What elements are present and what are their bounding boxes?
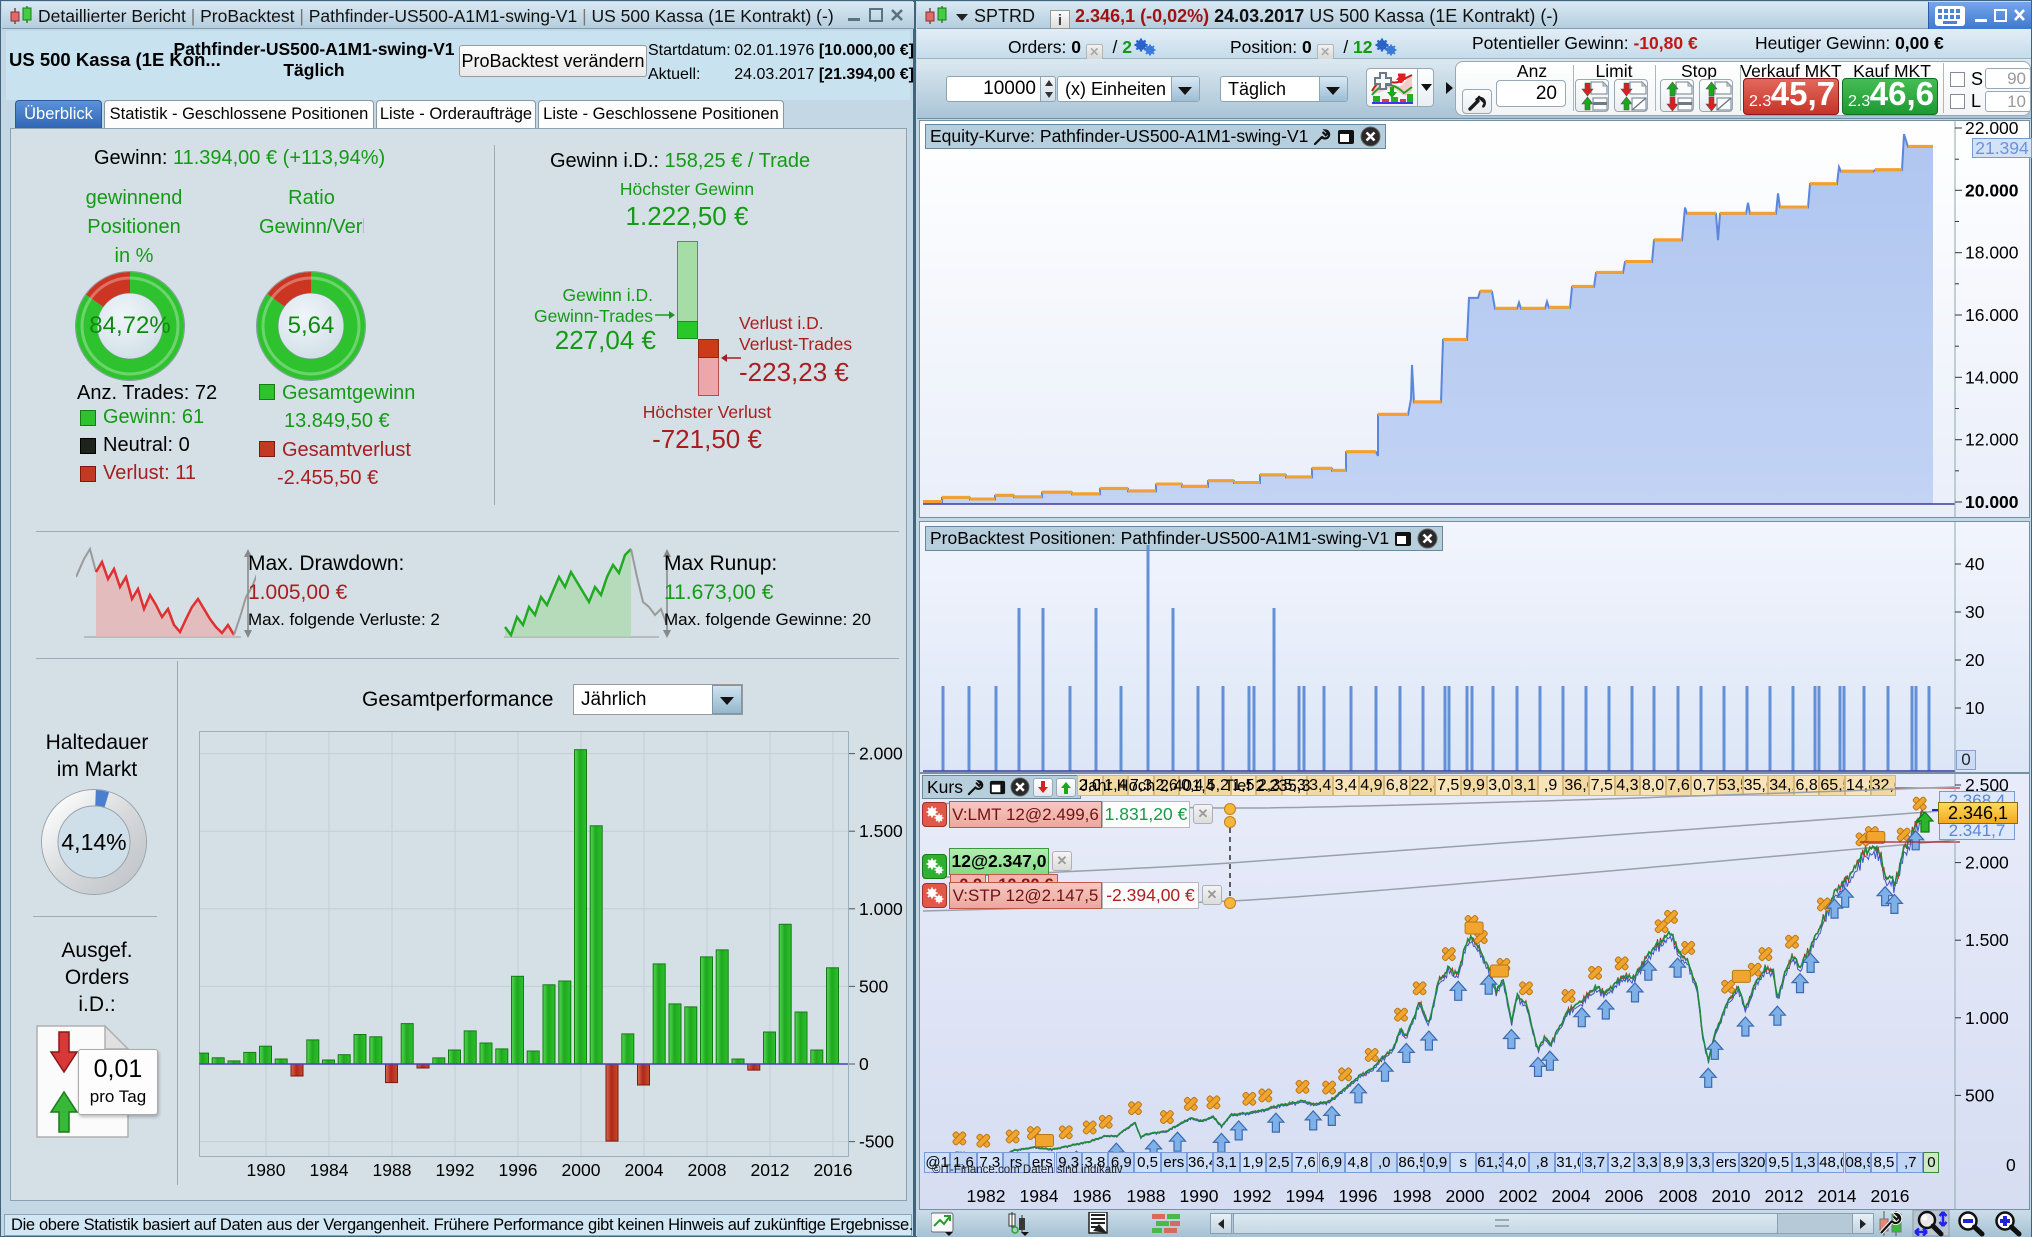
- svg-text:2.000: 2.000: [859, 744, 903, 764]
- svg-text:20.000: 20.000: [1965, 180, 2019, 200]
- svg-text:18.000: 18.000: [1965, 243, 2019, 263]
- svg-text:500: 500: [1965, 1085, 1994, 1105]
- svg-text:40: 40: [1965, 554, 1985, 574]
- svg-text:1984: 1984: [310, 1160, 349, 1180]
- svg-text:2012: 2012: [751, 1160, 790, 1180]
- svg-text:1.000: 1.000: [859, 899, 903, 919]
- svg-text:0: 0: [859, 1054, 869, 1074]
- svg-text:20: 20: [1965, 650, 1985, 670]
- svg-text:2008: 2008: [688, 1160, 727, 1180]
- svg-text:500: 500: [859, 976, 888, 996]
- svg-text:10: 10: [1965, 698, 1985, 718]
- svg-text:22.000: 22.000: [1965, 121, 2019, 138]
- svg-text:2016: 2016: [814, 1160, 853, 1180]
- svg-text:2.500: 2.500: [1965, 775, 2009, 795]
- svg-text:12.000: 12.000: [1965, 430, 2019, 450]
- svg-text:1988: 1988: [373, 1160, 412, 1180]
- svg-text:1996: 1996: [499, 1160, 538, 1180]
- svg-text:2000: 2000: [562, 1160, 601, 1180]
- svg-text:10.000: 10.000: [1965, 492, 2019, 512]
- svg-text:16.000: 16.000: [1965, 305, 2019, 325]
- svg-text:1.500: 1.500: [859, 821, 903, 841]
- svg-text:1.000: 1.000: [1965, 1008, 2009, 1028]
- svg-text:-500: -500: [859, 1132, 894, 1152]
- svg-text:2.000: 2.000: [1965, 853, 2009, 873]
- svg-text:2004: 2004: [625, 1160, 664, 1180]
- svg-text:14.000: 14.000: [1965, 367, 2019, 387]
- svg-text:30: 30: [1965, 602, 1985, 622]
- svg-text:1992: 1992: [436, 1160, 475, 1180]
- svg-text:1980: 1980: [247, 1160, 286, 1180]
- svg-text:1.500: 1.500: [1965, 930, 2009, 950]
